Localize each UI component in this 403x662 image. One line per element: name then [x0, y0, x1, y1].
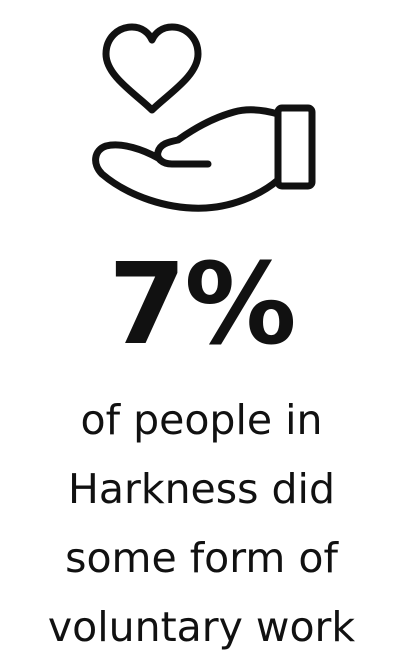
stat-caption: of people in Harkness did some form of v… [0, 386, 403, 662]
stat-value: 7% [108, 240, 296, 370]
caption-line: Harkness did [68, 465, 335, 513]
heart-icon [102, 23, 202, 114]
hand-shape [92, 106, 282, 212]
caption-line: of people in [80, 396, 323, 444]
heart-in-hand-graphic [92, 23, 316, 212]
caption-line: some form of [65, 534, 338, 582]
heart-in-hand-icon [88, 18, 320, 218]
cuff-shape [274, 104, 316, 190]
caption-line: voluntary work [47, 603, 356, 651]
